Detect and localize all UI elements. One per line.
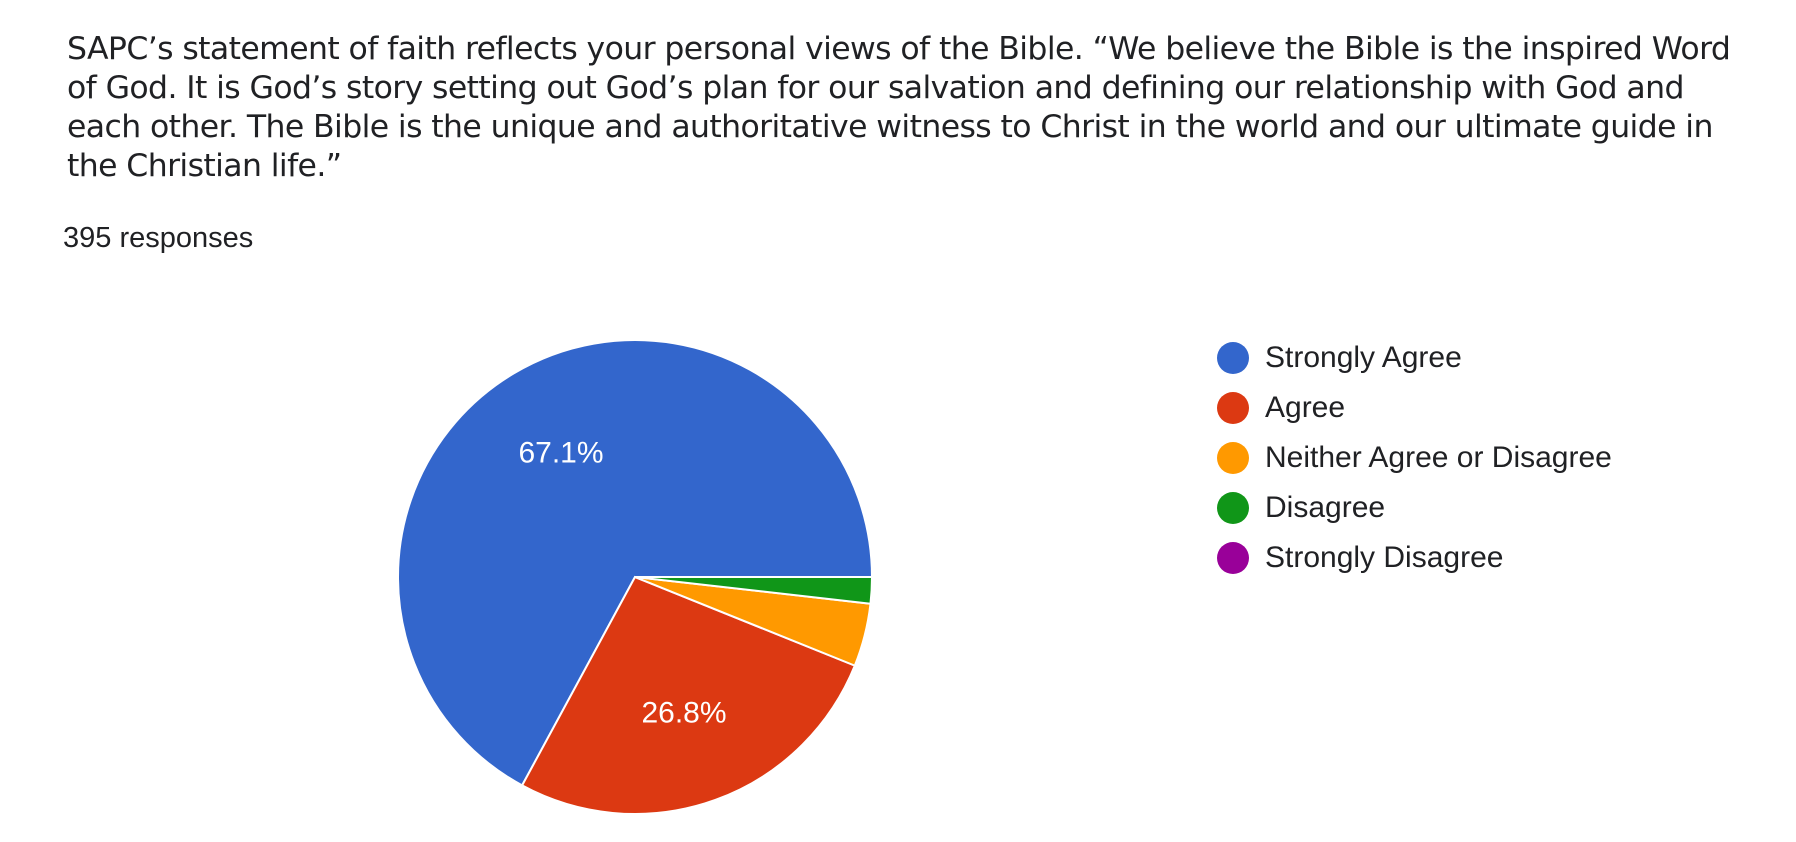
pie-slices: [397, 339, 874, 815]
legend-item: Strongly Disagree: [1217, 533, 1612, 583]
slice-data-label: 67.1%: [518, 436, 603, 469]
legend-label: Strongly Disagree: [1265, 541, 1504, 574]
legend-label: Agree: [1265, 391, 1346, 424]
pie-slice-agree: [520, 575, 857, 815]
legend-swatch: [1217, 392, 1249, 424]
legend-swatch: [1217, 542, 1249, 574]
legend-label: Strongly Agree: [1265, 341, 1462, 374]
legend-label: Neither Agree or Disagree: [1265, 441, 1612, 474]
response-count: 395 responses: [63, 222, 254, 254]
legend-swatch: [1217, 492, 1249, 524]
chart-legend: Strongly Agree Agree Neither Agree or Disa…: [1217, 333, 1612, 583]
legend-swatch: [1217, 342, 1249, 374]
legend-swatch: [1217, 442, 1249, 474]
pie-slice-strongly-agree: [397, 339, 874, 787]
slice-data-label: 26.8%: [641, 697, 726, 730]
legend-item: Strongly Agree: [1217, 333, 1612, 383]
pie-slice-disagree: [634, 576, 874, 605]
legend-label: Disagree: [1265, 491, 1386, 524]
question-text: SAPC’s statement of faith reflects your …: [67, 31, 1731, 184]
legend-item: Disagree: [1217, 483, 1612, 533]
legend-item: Agree: [1217, 383, 1612, 433]
legend-item: Neither Agree or Disagree: [1217, 433, 1612, 483]
pie-data-labels: 67.1% 26.8%: [518, 436, 726, 729]
